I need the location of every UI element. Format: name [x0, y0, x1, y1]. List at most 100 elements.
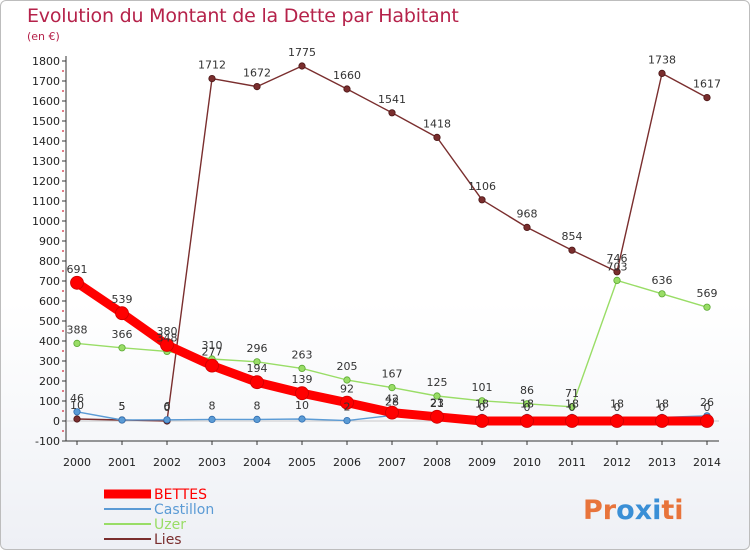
y-tick-label: 1300 [32, 155, 60, 168]
data-label-uzer: 569 [697, 287, 718, 300]
data-label-castillon: 10 [295, 399, 309, 412]
y-tick-label: 900 [39, 235, 60, 248]
y-minor-tick [62, 270, 64, 272]
point-bettes [295, 386, 309, 401]
data-label-castillon: 6 [164, 400, 171, 413]
point-bettes [70, 275, 84, 290]
y-minor-tick [62, 70, 64, 72]
y-tick-label: 1000 [32, 215, 60, 228]
logo-letter: o [616, 495, 635, 526]
data-label-uzer: 205 [337, 360, 358, 373]
point-uzer [118, 344, 126, 352]
point-lies [343, 85, 351, 93]
point-bettes [430, 409, 444, 424]
y-minor-tick [62, 170, 64, 172]
legend-label-bettes: BETTES [154, 487, 207, 503]
data-label-bettes: 0 [524, 401, 531, 414]
point-lies [73, 415, 81, 423]
y-minor-tick [62, 350, 64, 352]
point-uzer [568, 403, 576, 411]
x-tick-label: 2002 [153, 456, 181, 469]
y-minor-tick [62, 330, 64, 332]
data-label-castillon: 8 [254, 399, 261, 412]
data-label-castillon: 23 [430, 396, 444, 409]
logo-letter: x [635, 495, 652, 526]
x-tick-label: 2001 [108, 456, 136, 469]
y-minor-tick [62, 190, 64, 192]
data-label-uzer: 703 [607, 260, 628, 273]
point-lies [658, 69, 666, 78]
data-label-uzer: 366 [112, 328, 133, 341]
y-tick-label: 1200 [32, 175, 60, 188]
y-tick-label: 1400 [32, 135, 60, 148]
y-tick-label: 1500 [32, 115, 60, 128]
data-label-castillon: 26 [700, 396, 714, 409]
legend-label-lies: Lies [154, 532, 182, 548]
data-label-uzer: 167 [382, 368, 403, 381]
point-lies [388, 109, 396, 117]
y-minor-tick [62, 370, 64, 372]
x-tick-label: 2004 [243, 456, 271, 469]
data-label-lies: 854 [562, 230, 583, 243]
point-castillon [73, 408, 81, 416]
y-minor-tick [62, 390, 64, 392]
legend-label-uzer: Uzer [154, 517, 186, 533]
data-label-lies: 0 [164, 401, 171, 414]
point-uzer [298, 364, 306, 372]
y-tick-label: 1100 [32, 195, 60, 208]
data-label-lies: 1541 [378, 93, 406, 106]
data-label-castillon: 46 [70, 392, 84, 405]
data-label-uzer: 388 [67, 323, 88, 336]
y-minor-tick [62, 210, 64, 212]
point-castillon [208, 415, 216, 423]
data-label-bettes: 539 [112, 293, 133, 306]
point-uzer [433, 392, 441, 400]
y-tick-label: 1600 [32, 95, 60, 108]
y-tick-label: 1800 [32, 55, 60, 68]
data-label-lies: 1738 [648, 53, 676, 66]
point-bettes [385, 405, 399, 420]
data-label-castillon: 2 [344, 401, 351, 414]
point-bettes [115, 306, 129, 321]
y-tick-label: 600 [39, 295, 60, 308]
point-castillon [253, 415, 261, 423]
data-label-lies: 1775 [288, 46, 316, 59]
point-bettes [565, 414, 579, 428]
data-label-castillon: 28 [385, 395, 399, 408]
point-uzer [658, 290, 666, 298]
point-uzer [613, 276, 621, 284]
point-uzer [343, 376, 351, 384]
y-minor-tick [62, 130, 64, 132]
data-label-castillon: 18 [565, 397, 579, 410]
data-label-castillon: 18 [475, 397, 489, 410]
y-tick-label: 700 [39, 275, 60, 288]
data-label-uzer: 125 [427, 376, 448, 389]
data-labels: 10 5 0171216721775166015411418110696885474… [67, 46, 722, 414]
data-label-lies: 1617 [693, 78, 721, 91]
x-tick-label: 2008 [423, 456, 451, 469]
data-label-castillon: 18 [520, 397, 534, 410]
x-tick-label: 2014 [693, 456, 721, 469]
chart-subtitle: (en €) [27, 30, 60, 43]
data-label-uzer: 101 [472, 381, 493, 394]
y-axis-ticks: -100 0 100 200 300 400 500 600 700 800 900 1000 1100… [32, 55, 66, 448]
point-castillon [343, 416, 351, 425]
point-lies [253, 83, 261, 91]
data-label-bettes: 0 [479, 401, 486, 414]
point-bettes [250, 375, 264, 390]
y-tick-label: 300 [39, 355, 60, 368]
y-tick-label: 200 [39, 375, 60, 388]
point-uzer [703, 303, 711, 311]
data-label-uzer: 636 [652, 274, 673, 287]
point-castillon [118, 416, 126, 424]
data-label-bettes: 380 [157, 325, 178, 338]
y-tick-label: 100 [39, 395, 60, 408]
logo-letter: P [583, 495, 603, 526]
x-tick-label: 2011 [558, 456, 586, 469]
y-minor-tick [62, 430, 64, 432]
y-tick-label: 0 [53, 415, 60, 428]
y-tick-label: 400 [39, 335, 60, 348]
data-label-bettes: 691 [67, 263, 88, 276]
